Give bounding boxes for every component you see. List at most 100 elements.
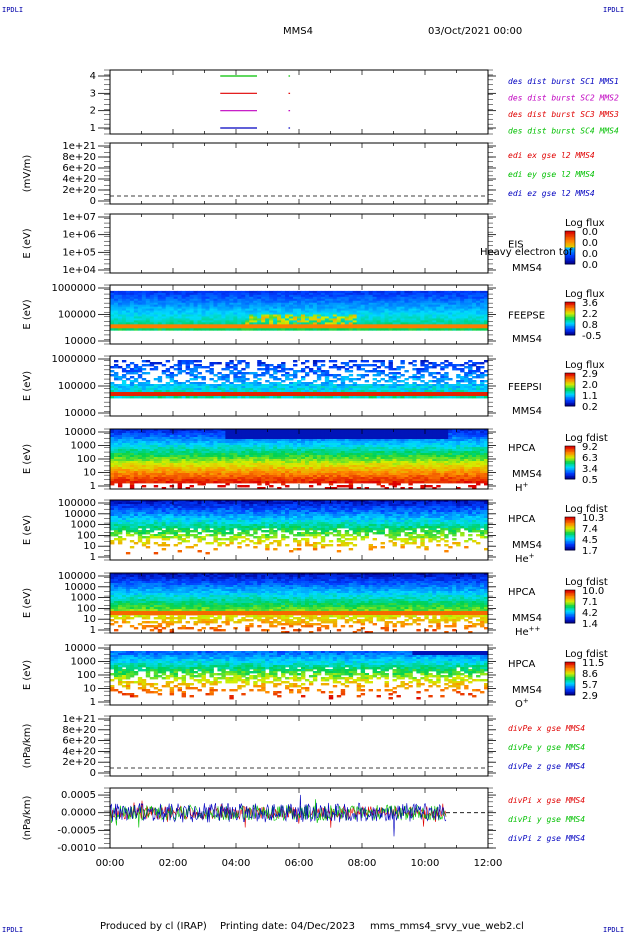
spectrogram-cell [293,449,298,452]
spectrogram-cell [356,302,362,306]
spectrogram-cell [173,380,179,383]
spectrogram-cell [157,384,163,387]
spectrogram-cell [149,437,155,440]
spectrogram-cell [193,318,198,321]
spectrogram-cell [181,433,186,436]
spectrogram-cell [340,362,346,365]
spectrogram-cell [245,457,250,460]
spectrogram-cell [197,320,202,323]
spectrogram-cell [265,473,270,476]
spectrogram-cell [213,326,218,329]
spectrogram-cell [460,314,465,317]
spectrogram-cell [308,437,314,440]
spectrogram-cell [121,326,127,329]
spectrogram-cell [181,431,186,434]
spectrogram-cell [185,386,190,389]
spectrogram-cell [201,473,206,476]
spectrogram-cell [165,445,171,448]
spectrogram-cell [229,308,234,311]
spectrogram-cell [157,457,163,460]
spectrogram-cell [484,326,489,329]
spectrogram-cell [348,374,354,377]
spectrogram-cell [117,394,123,397]
spectrogram-cell [380,322,385,325]
spectrogram-cell [257,300,262,304]
spectrogram-cell [165,475,171,478]
spectrogram-cell [121,318,127,321]
spectrogram-cell [141,469,147,472]
spectrogram-cell [205,316,210,319]
spectrogram-cell [189,314,194,317]
spectrogram-cell [181,312,186,315]
spectrogram-cell [197,483,202,486]
spectrogram-cell [129,362,135,365]
spectrogram-cell [257,471,262,474]
y-tick-label: 4 [90,71,96,82]
spectrogram-cell [392,316,397,319]
spectrogram-cell [376,296,381,300]
spectrogram-cell [133,296,139,300]
spectrogram-cell [137,292,143,296]
colorbar-cell [565,397,575,399]
spectrogram-cell [113,294,119,298]
spectrogram-cell [217,459,222,462]
spectrogram-cell [237,324,242,327]
spectrogram-cell [245,429,250,432]
spectrogram-cell [416,386,421,389]
spectrogram-cell [408,326,413,329]
spectrogram-cell [165,318,171,321]
spectrogram-cell [173,324,179,327]
spectrogram-cell [141,326,147,329]
spectrogram-cell [269,290,274,294]
spectrogram-cell [249,435,254,438]
spectrogram-cell [316,439,322,442]
spectrogram-cell [372,368,377,371]
spectrogram-cell [157,304,163,308]
spectrogram-cell [217,461,222,464]
spectrogram-cell [110,447,115,450]
y-axis-label: E (eV) [22,228,33,258]
spectrogram-cell [368,314,374,317]
spectrogram-cell [110,290,115,294]
spectrogram-cell [312,449,318,452]
spectrogram-cell [157,300,163,304]
spectrogram-cell [249,302,254,306]
spectrogram-cell [201,483,206,486]
spectrogram-cell [157,306,163,309]
spectrogram-cell [241,449,246,452]
spectrogram-cell [245,447,250,450]
spectrogram-cell [360,306,366,309]
spectrogram-cell [113,392,119,395]
spectrogram-cell [277,463,282,466]
spectrogram-cell [225,290,230,294]
spectrogram-cell [245,437,250,440]
spectrogram-cell [436,384,441,387]
spectrogram-cell [257,431,262,434]
spectrogram-cell [169,453,175,456]
spectrogram-cell [169,485,175,488]
spectrogram-cell [428,318,433,321]
spectrogram-cell [185,457,190,460]
spectrogram-cell [293,312,298,315]
spectrogram-cell [145,306,151,309]
spectrogram-cell [253,459,258,462]
spectrogram-cell [110,390,115,393]
spectrogram-cell [193,439,198,442]
spectrogram-cell [113,302,119,306]
spectrogram-cell [201,300,206,304]
spectrogram-cell [249,318,254,321]
spectrogram-cell [233,302,238,306]
spectrogram-cell [229,457,234,460]
spectrogram-cell [141,441,147,444]
spectrogram-cell [300,318,306,321]
spectrogram-cell [249,326,254,329]
spectrogram-cell [332,314,338,317]
spectrogram-cell [145,322,151,325]
spectrogram-cell [277,394,282,397]
spectrogram-cell [372,320,377,323]
spectrogram-cell [145,459,151,462]
spectrogram-cell [137,463,143,466]
spectrogram-cell [281,441,286,444]
spectrogram-cell [241,324,246,327]
spectrogram-cell [197,477,202,480]
